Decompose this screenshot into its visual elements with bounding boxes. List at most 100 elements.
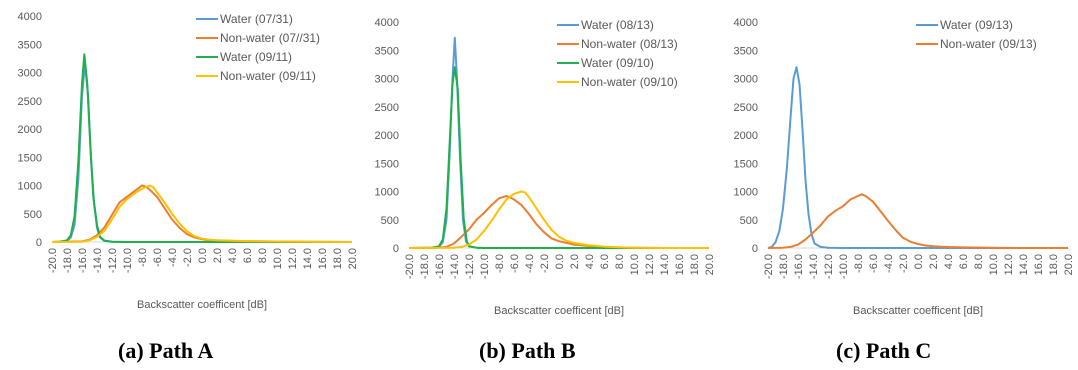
x-tick-label: 2.0 bbox=[569, 254, 581, 269]
x-tick-label: 6.0 bbox=[958, 254, 970, 269]
x-tick-label: 18.0 bbox=[1048, 254, 1060, 275]
x-tick-label: -6.0 bbox=[509, 254, 521, 273]
y-tick-label: 500 bbox=[24, 209, 42, 221]
y-tick-label: 4000 bbox=[375, 17, 399, 29]
chart-caption: (c) Path C bbox=[836, 338, 932, 363]
y-tick-label: 3500 bbox=[18, 39, 42, 51]
chart-svg: 0 500 1000 1500 2000 2500 3000 3500 4000 -20.0 -18… bbox=[734, 17, 1075, 317]
chart-caption: (b) Path B bbox=[479, 338, 576, 363]
x-tick-label: -4.0 bbox=[167, 248, 179, 267]
legend-label: Water (08/13) bbox=[581, 18, 654, 32]
x-axis-label: Backscatter coefficent [dB] bbox=[137, 299, 267, 311]
x-tick-label: 20.0 bbox=[1063, 254, 1075, 275]
chart-caption: (a) Path A bbox=[118, 338, 214, 363]
x-tick-label: -18.0 bbox=[62, 248, 74, 273]
legend-label: Water (09/11) bbox=[220, 50, 292, 64]
series-line bbox=[51, 53, 352, 243]
y-tick-label: 1000 bbox=[375, 187, 399, 199]
x-tick-label: -20.0 bbox=[47, 248, 59, 273]
legend-label: Non-water (09/13) bbox=[940, 37, 1037, 51]
chart-panel-a: 0 500 1000 1500 2000 2500 3000 3500 4000 -20.0 -18… bbox=[0, 0, 359, 370]
x-tick-label: -8.0 bbox=[137, 248, 149, 267]
y-tick-label: 0 bbox=[752, 243, 758, 255]
series-line bbox=[408, 66, 709, 249]
x-tick-label: 8.0 bbox=[614, 254, 626, 269]
x-tick-label: -2.0 bbox=[898, 254, 910, 273]
y-tick-label: 3500 bbox=[734, 45, 758, 57]
x-tick-label: -10.0 bbox=[838, 254, 850, 279]
y-tick-label: 1000 bbox=[734, 187, 758, 199]
x-tick-label: -10.0 bbox=[122, 248, 134, 273]
x-tick-label: -16.0 bbox=[77, 248, 89, 273]
x-tick-label: -2.0 bbox=[539, 254, 551, 273]
series-line bbox=[51, 63, 352, 243]
series-line bbox=[408, 195, 709, 249]
series-line bbox=[767, 66, 1068, 249]
x-tick-label: -6.0 bbox=[152, 248, 164, 267]
legend-label: Non-water (07//31) bbox=[220, 31, 320, 45]
x-tick-label: -2.0 bbox=[182, 248, 194, 267]
chart-svg: 0 500 1000 1500 2000 2500 3000 3500 4000 -20.0 -18… bbox=[18, 11, 359, 311]
legend-label: Non-water (08/13) bbox=[581, 37, 678, 51]
x-tick-label: -8.0 bbox=[494, 254, 506, 273]
x-tick-label: 0.0 bbox=[913, 254, 925, 269]
x-tick-label: 4.0 bbox=[227, 248, 239, 263]
y-tick-label: 3000 bbox=[375, 74, 399, 86]
x-tick-label: 12.0 bbox=[644, 254, 656, 275]
x-tick-label: -12.0 bbox=[107, 248, 119, 273]
x-tick-label: 8.0 bbox=[257, 248, 269, 263]
x-tick-label: -6.0 bbox=[868, 254, 880, 273]
y-tick-label: 2500 bbox=[734, 102, 758, 114]
x-tick-label: 2.0 bbox=[928, 254, 940, 269]
y-tick-label: 1500 bbox=[734, 158, 758, 170]
y-tick-label: 1500 bbox=[18, 152, 42, 164]
x-tick-label: -14.0 bbox=[808, 254, 820, 279]
x-tick-label: 20.0 bbox=[347, 248, 359, 269]
y-tick-label: 1500 bbox=[375, 158, 399, 170]
legend-label: Water (09/13) bbox=[940, 18, 1013, 32]
x-tick-label: -18.0 bbox=[419, 254, 431, 279]
y-tick-label: 2000 bbox=[18, 124, 42, 136]
y-tick-label: 3000 bbox=[734, 74, 758, 86]
legend-label: Non-water (09/10) bbox=[581, 75, 678, 89]
x-tick-label: -20.0 bbox=[404, 254, 416, 279]
y-tick-label: 500 bbox=[740, 215, 758, 227]
x-tick-label: 10.0 bbox=[988, 254, 1000, 275]
x-tick-label: 6.0 bbox=[242, 248, 254, 263]
legend-label: Water (07/31) bbox=[220, 12, 293, 26]
x-tick-label: -4.0 bbox=[883, 254, 895, 273]
x-tick-label: -16.0 bbox=[434, 254, 446, 279]
x-tick-label: 14.0 bbox=[1018, 254, 1030, 275]
x-tick-label: -8.0 bbox=[853, 254, 865, 273]
legend-label: Water (09/10) bbox=[581, 56, 654, 70]
x-tick-label: -14.0 bbox=[92, 248, 104, 273]
x-tick-label: 0.0 bbox=[197, 248, 209, 263]
y-tick-label: 2500 bbox=[18, 96, 42, 108]
y-tick-label: 500 bbox=[381, 215, 399, 227]
x-tick-label: -14.0 bbox=[449, 254, 461, 279]
y-tick-label: 2500 bbox=[375, 102, 399, 114]
x-tick-label: 14.0 bbox=[659, 254, 671, 275]
x-tick-label: 10.0 bbox=[272, 248, 284, 269]
y-tick-label: 0 bbox=[393, 243, 399, 255]
x-tick-label: 16.0 bbox=[317, 248, 329, 269]
x-tick-label: 6.0 bbox=[599, 254, 611, 269]
x-axis-label: Backscatter coefficent [dB] bbox=[494, 305, 624, 317]
y-tick-label: 3000 bbox=[18, 68, 42, 80]
chart-svg: 0 500 1000 1500 2000 2500 3000 3500 4000 -20.0 -18… bbox=[375, 17, 716, 317]
chart-panel-b: 0 500 1000 1500 2000 2500 3000 3500 4000 -20.0 -18… bbox=[359, 0, 718, 370]
y-tick-label: 4000 bbox=[734, 17, 758, 29]
x-tick-label: 16.0 bbox=[1033, 254, 1045, 275]
x-axis-label: Backscatter coefficent [dB] bbox=[853, 305, 983, 317]
chart-panel-c: 0 500 1000 1500 2000 2500 3000 3500 4000 -20.0 -18… bbox=[718, 0, 1077, 370]
x-tick-label: 18.0 bbox=[332, 248, 344, 269]
x-tick-label: 12.0 bbox=[287, 248, 299, 269]
x-tick-label: 20.0 bbox=[704, 254, 716, 275]
legend-label: Non-water (09/11) bbox=[220, 69, 316, 83]
series-line bbox=[51, 184, 353, 243]
x-tick-label: 16.0 bbox=[674, 254, 686, 275]
x-tick-label: 8.0 bbox=[973, 254, 985, 269]
y-tick-label: 1000 bbox=[18, 181, 42, 193]
y-tick-label: 2000 bbox=[734, 130, 758, 142]
x-tick-label: 0.0 bbox=[554, 254, 566, 269]
